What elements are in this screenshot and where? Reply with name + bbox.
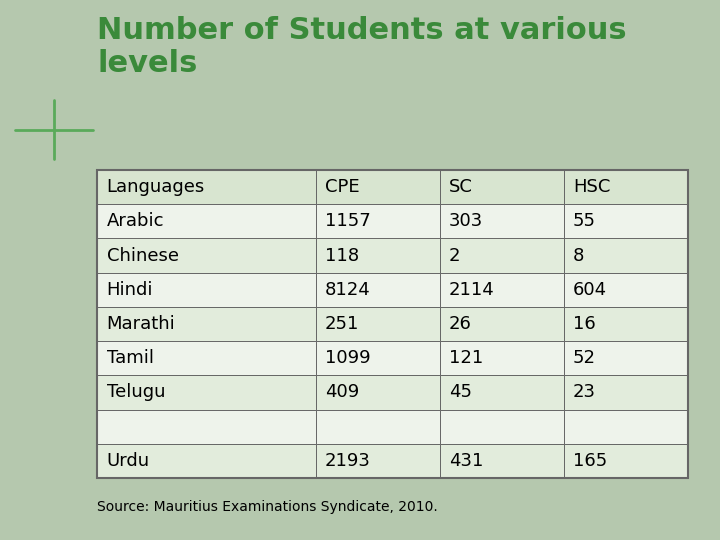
Bar	[440, 273, 564, 307]
Text: 2193: 2193	[325, 452, 371, 470]
Bar	[564, 170, 688, 204]
Bar	[97, 307, 315, 341]
Text: 52: 52	[573, 349, 596, 367]
Bar	[97, 409, 315, 444]
Text: 604: 604	[573, 281, 607, 299]
Text: 409: 409	[325, 383, 359, 401]
Text: 26: 26	[449, 315, 472, 333]
Bar	[440, 239, 564, 273]
Text: 431: 431	[449, 452, 483, 470]
Bar	[97, 170, 315, 204]
Text: Urdu: Urdu	[107, 452, 150, 470]
Bar	[564, 444, 688, 478]
Text: Hindi: Hindi	[107, 281, 153, 299]
Text: 118: 118	[325, 247, 359, 265]
Text: Marathi: Marathi	[107, 315, 175, 333]
Bar	[440, 409, 564, 444]
Text: 45: 45	[449, 383, 472, 401]
Text: Languages: Languages	[107, 178, 204, 196]
Text: 1157: 1157	[325, 212, 371, 231]
Bar	[440, 170, 564, 204]
Bar	[315, 204, 440, 239]
Text: Arabic: Arabic	[107, 212, 164, 231]
Bar	[564, 273, 688, 307]
Text: 8: 8	[573, 247, 585, 265]
Text: 2114: 2114	[449, 281, 495, 299]
Bar	[97, 341, 315, 375]
Text: 23: 23	[573, 383, 596, 401]
Bar	[440, 444, 564, 478]
Text: 165: 165	[573, 452, 607, 470]
Bar	[440, 375, 564, 409]
Bar	[97, 444, 315, 478]
Bar	[440, 307, 564, 341]
Bar	[440, 341, 564, 375]
Text: Number of Students at various
levels: Number of Students at various levels	[97, 16, 627, 78]
Text: 16: 16	[573, 315, 595, 333]
Bar	[315, 273, 440, 307]
Text: 2: 2	[449, 247, 461, 265]
Bar	[564, 239, 688, 273]
Bar	[564, 409, 688, 444]
Text: 121: 121	[449, 349, 483, 367]
Text: 303: 303	[449, 212, 483, 231]
Bar	[564, 375, 688, 409]
Text: SC: SC	[449, 178, 473, 196]
Bar	[97, 273, 315, 307]
Text: Source: Mauritius Examinations Syndicate, 2010.: Source: Mauritius Examinations Syndicate…	[97, 500, 438, 514]
Text: Telugu: Telugu	[107, 383, 165, 401]
Bar	[564, 341, 688, 375]
Text: HSC: HSC	[573, 178, 611, 196]
Bar	[97, 375, 315, 409]
Text: CPE: CPE	[325, 178, 359, 196]
Bar	[564, 204, 688, 239]
Bar	[315, 375, 440, 409]
Bar	[97, 204, 315, 239]
Bar	[440, 204, 564, 239]
Bar	[315, 170, 440, 204]
Text: 55: 55	[573, 212, 596, 231]
Bar	[315, 239, 440, 273]
Bar	[315, 409, 440, 444]
Bar	[564, 307, 688, 341]
Text: Tamil: Tamil	[107, 349, 153, 367]
Bar	[315, 444, 440, 478]
Text: 1099: 1099	[325, 349, 371, 367]
Text: 251: 251	[325, 315, 359, 333]
Bar	[97, 239, 315, 273]
Text: Chinese: Chinese	[107, 247, 179, 265]
Bar	[315, 341, 440, 375]
Text: 8124: 8124	[325, 281, 371, 299]
Bar	[315, 307, 440, 341]
